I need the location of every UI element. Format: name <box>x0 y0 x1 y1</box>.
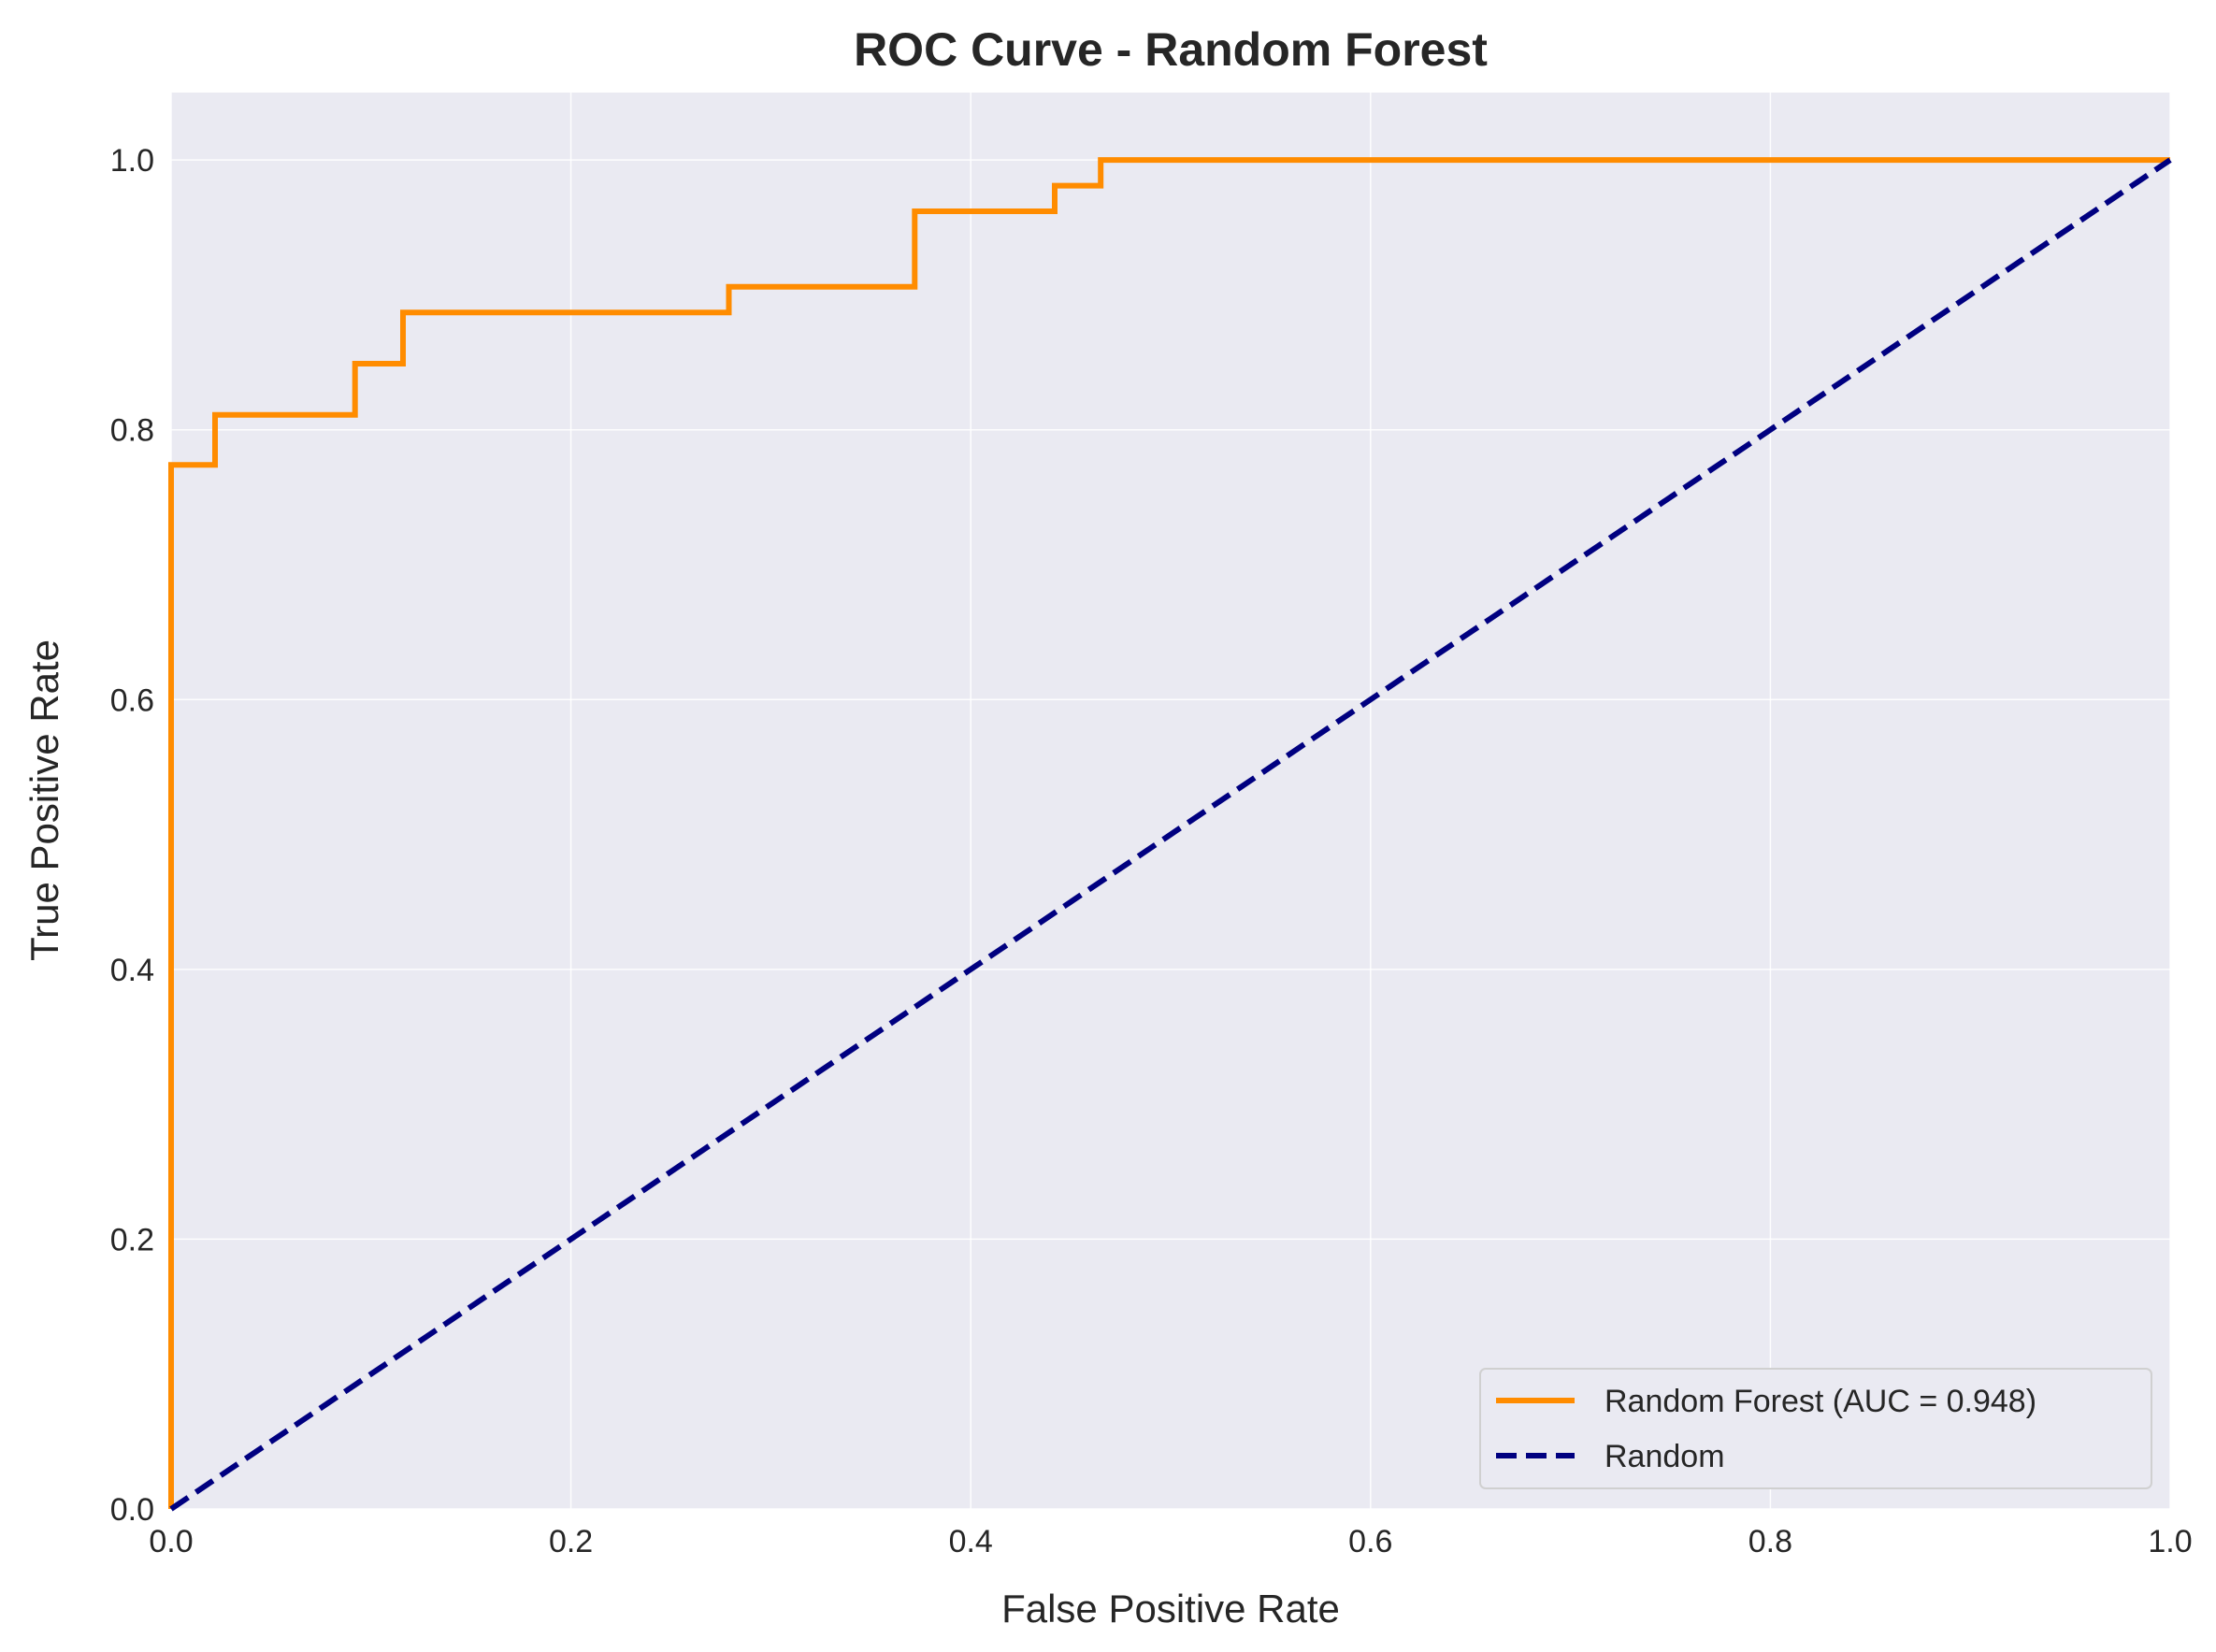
x-tick-label: 0.4 <box>949 1524 993 1559</box>
tick-labels: 0.0 0.2 0.4 0.6 0.8 1.0 0.0 0.2 0.4 0.6 0.8 1.0 <box>110 143 2193 1559</box>
x-tick-label: 1.0 <box>2148 1524 2192 1559</box>
legend-label-random: Random <box>1604 1439 1725 1474</box>
legend: Random Forest (AUC = 0.948) Random <box>1479 1368 2152 1489</box>
y-tick-label: 0.6 <box>110 682 154 718</box>
series-line-random <box>169 157 2172 1512</box>
legend-label-random-forest: Random Forest (AUC = 0.948) <box>1604 1384 2036 1419</box>
series-line-random-forest <box>168 157 2170 1509</box>
x-tick-label: 0.6 <box>1348 1524 1392 1559</box>
x-tick-label: 0.0 <box>149 1524 193 1559</box>
y-tick-label: 0.0 <box>110 1492 154 1528</box>
y-axis-label: True Positive Rate <box>22 639 66 961</box>
x-tick-label: 0.2 <box>549 1524 593 1559</box>
legend-box <box>1479 1368 2152 1489</box>
y-tick-label: 0.2 <box>110 1222 154 1257</box>
series-layer <box>168 157 2172 1512</box>
chart-title: ROC Curve - Random Forest <box>854 23 1488 76</box>
x-tick-label: 0.8 <box>1748 1524 1792 1559</box>
plot-background <box>171 93 2170 1509</box>
y-tick-label: 1.0 <box>110 143 154 179</box>
x-axis-label: False Positive Rate <box>1001 1587 1340 1630</box>
y-tick-label: 0.4 <box>110 953 154 988</box>
y-tick-label: 0.8 <box>110 413 154 449</box>
grid-lines <box>170 93 2171 1510</box>
